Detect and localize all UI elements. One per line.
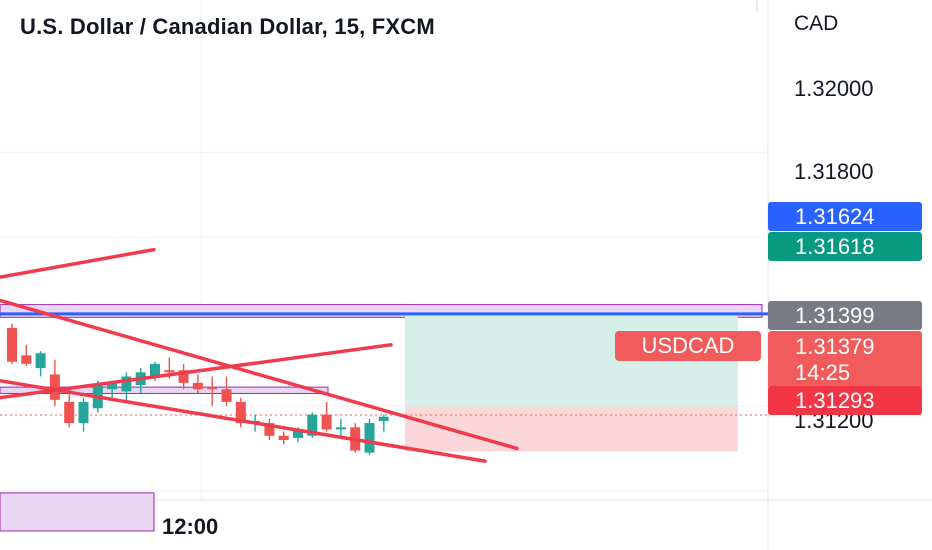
candle-body	[264, 423, 275, 436]
countdown-timer: 14:25	[795, 360, 851, 385]
candle-body	[207, 387, 218, 390]
last-price: 1.31379	[795, 334, 875, 359]
position-stop-area	[405, 406, 738, 452]
candle-body	[235, 401, 246, 424]
zone-lower-support-zone	[0, 492, 155, 532]
candle-body	[192, 382, 203, 390]
trendline-rising-line	[0, 343, 393, 400]
price-tag-last: 1.31379 14:25	[768, 331, 922, 389]
price-tag-gray: 1.31399	[768, 301, 922, 330]
candle-body	[78, 401, 89, 424]
trendline-upper-channel-line	[0, 247, 156, 279]
candle-body	[35, 353, 46, 369]
candle-body	[321, 414, 332, 430]
symbol-label: USDCAD	[615, 331, 761, 361]
candle-body	[164, 370, 175, 373]
candle-body	[7, 327, 17, 362]
candle-body	[335, 427, 346, 430]
chart-title: U.S. Dollar / Canadian Dollar, 15, FXCM	[20, 14, 435, 39]
y-tick-label: 1.31800	[794, 159, 874, 184]
price-tag-green: 1.31618	[768, 232, 922, 261]
price-tag-blue: 1.31624	[768, 202, 922, 231]
candle-body	[178, 370, 189, 383]
candle-body	[49, 374, 60, 400]
candle-body	[293, 429, 303, 438]
price-tag-low: 1.31293	[768, 386, 922, 415]
candle-body	[378, 416, 389, 421]
candle-body	[121, 376, 132, 392]
candle-body	[150, 363, 160, 377]
currency-label: CAD	[794, 12, 839, 35]
candle-body	[64, 401, 75, 424]
x-tick-label: 12:00	[162, 514, 219, 539]
trendline-falling-upper-line	[0, 298, 519, 451]
candle-body	[278, 435, 289, 440]
candle-body	[221, 389, 232, 402]
trendline-falling-lower-line	[0, 379, 487, 463]
candle-body	[107, 382, 118, 390]
candle-body	[307, 414, 318, 436]
y-tick-label: 1.32000	[794, 76, 874, 101]
zone-mid-zone	[0, 386, 329, 394]
candle-body	[364, 423, 375, 453]
candle-body	[21, 355, 32, 364]
